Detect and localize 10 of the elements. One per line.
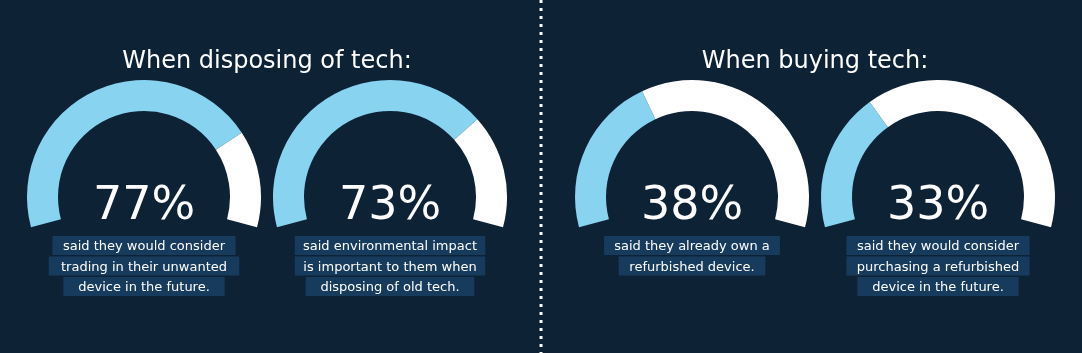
text: said they already own a refurbished device. — [614, 238, 770, 274]
text: said they would consider trading in their unwanted device in the future. — [61, 238, 227, 294]
text: 77% — [92, 176, 196, 230]
text: 73% — [338, 176, 442, 230]
text: 33% — [886, 176, 990, 230]
chart-title: When buying tech: — [701, 46, 929, 74]
chart-title: When disposing of tech: — [122, 46, 412, 74]
text: said they would consider purchasing a refurbished device in the future. — [856, 238, 1020, 294]
text: said environmental impact is important to them when disposing of old tech. — [303, 238, 477, 294]
text: 38% — [640, 176, 744, 230]
